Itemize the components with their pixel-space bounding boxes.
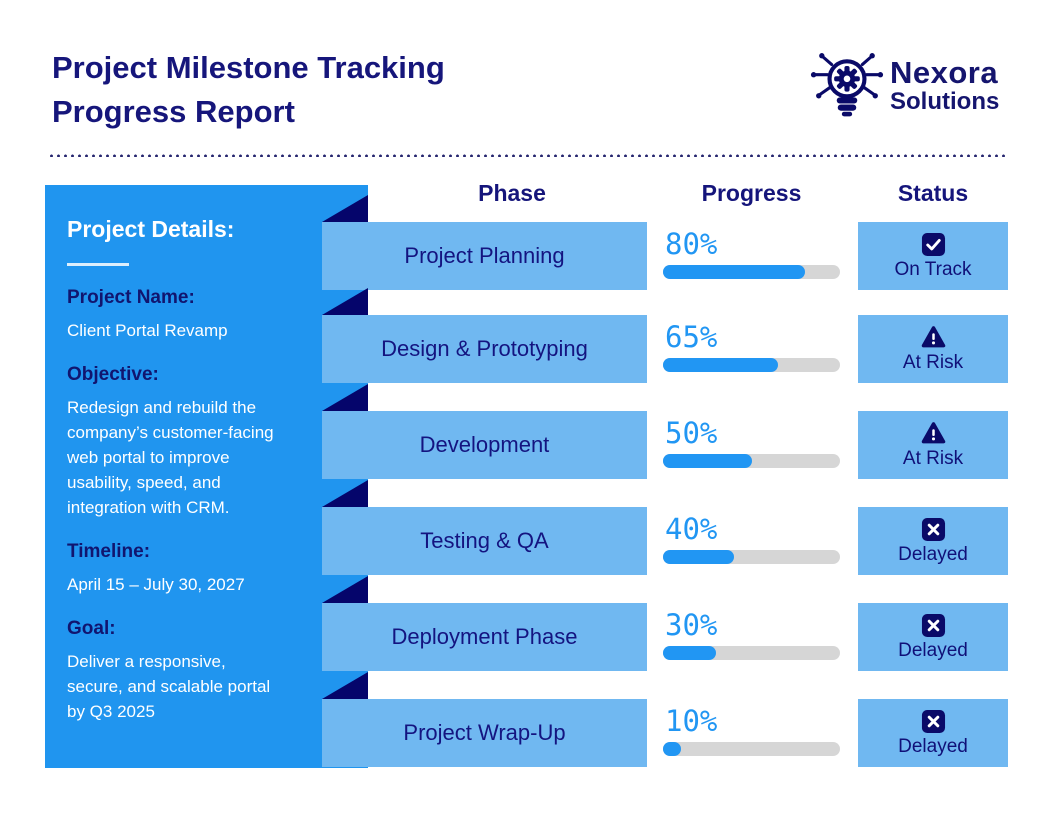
column-header-progress: Progress [701,180,802,206]
phase-label-bar: Development [322,411,647,479]
company-name-suffix: Solutions [890,87,1000,115]
status-label: Delayed [898,639,968,661]
company-name: Nexora [890,54,999,90]
status-badge: Delayed [858,699,1008,767]
progress-track [663,550,840,564]
warning-triangle-icon [921,421,946,446]
progress-fill [663,358,779,372]
phase-label-bar: Deployment Phase [322,603,647,671]
milestone-row: Development 50% At Risk [0,384,1056,479]
progress-track [663,646,840,660]
goal-value: Deliver a responsive, secure, and scalab… [67,652,271,721]
project-name-label: Project Name: [67,287,195,308]
progress-fill [663,550,734,564]
milestone-row: Project Wrap-Up 10% Delayed [0,672,1056,767]
phase-label: Design & Prototyping [381,336,588,361]
check-square-icon [921,232,946,257]
phase-label: Project Planning [404,243,565,268]
x-square-icon [921,517,946,542]
project-details-title: Project Details: [67,216,235,242]
milestone-row: Design & Prototyping 65% At Risk [0,288,1056,383]
phase-label: Development [419,432,550,457]
status-badge: Delayed [858,507,1008,575]
objective-field: Objective: Redesign and rebuild the comp… [67,363,344,520]
column-header-phase: Phase [478,180,546,206]
warning-triangle-icon [921,325,946,350]
progress-percent: 65% [665,320,718,354]
project-name-field: Project Name: Client Portal Revamp [67,286,344,343]
company-logo: Nexora Solutions [810,48,999,122]
milestone-row: Deployment Phase 30% Delayed [0,576,1056,671]
objective-label: Objective: [67,364,159,385]
dotted-divider [48,153,1006,157]
x-square-icon [921,613,946,638]
timeline-value: April 15 – July 30, 2027 [67,575,245,594]
progress-track [663,454,840,468]
page-title: Project Milestone Tracking Progress Repo… [52,46,445,134]
progress-fill [663,742,681,756]
phase-label-bar: Design & Prototyping [322,315,647,383]
milestone-row: Testing & QA 40% Delayed [0,480,1056,575]
progress-percent: 30% [665,608,718,642]
progress-fill [663,265,805,279]
company-logo-text: Nexora Solutions [890,56,999,115]
phase-label-bar: Project Wrap-Up [322,699,647,767]
phase-label-bar: Project Planning [322,222,647,290]
status-label: Delayed [898,543,968,565]
progress-track [663,358,840,372]
progress-percent: 10% [665,704,718,738]
status-badge: At Risk [858,315,1008,383]
progress-percent: 40% [665,512,718,546]
phase-label: Deployment Phase [391,624,578,649]
page-title-line2: Progress Report [52,94,295,129]
title-underline [67,263,129,266]
phase-label: Project Wrap-Up [403,720,566,745]
goal-label: Goal: [67,618,116,639]
project-name-value: Client Portal Revamp [67,321,228,340]
lightbulb-gear-circuit-icon [810,48,884,122]
progress-percent: 50% [665,416,718,450]
status-label: At Risk [902,447,964,469]
phase-label-bar: Testing & QA [322,507,647,575]
status-badge: Delayed [858,603,1008,671]
progress-track [663,265,840,279]
x-square-icon [921,709,946,734]
status-label: On Track [894,258,972,280]
progress-track [663,742,840,756]
status-label: Delayed [898,735,968,757]
goal-field: Goal: Deliver a responsive, secure, and … [67,617,344,724]
column-header-status: Status [897,180,969,206]
timeline-label: Timeline: [67,541,151,562]
status-badge: On Track [858,222,1008,290]
progress-fill [663,646,717,660]
status-label: At Risk [902,351,964,373]
project-details-panel: Project Details: Project Name: Client Po… [45,185,368,768]
progress-fill [663,454,752,468]
milestone-row: Project Planning 80% On Track [0,195,1056,290]
progress-percent: 80% [665,227,718,261]
page-title-line1: Project Milestone Tracking [52,50,445,85]
status-badge: At Risk [858,411,1008,479]
phase-label: Testing & QA [420,528,549,553]
objective-value: Redesign and rebuild the company’s custo… [67,398,274,517]
timeline-field: Timeline: April 15 – July 30, 2027 [67,540,344,597]
